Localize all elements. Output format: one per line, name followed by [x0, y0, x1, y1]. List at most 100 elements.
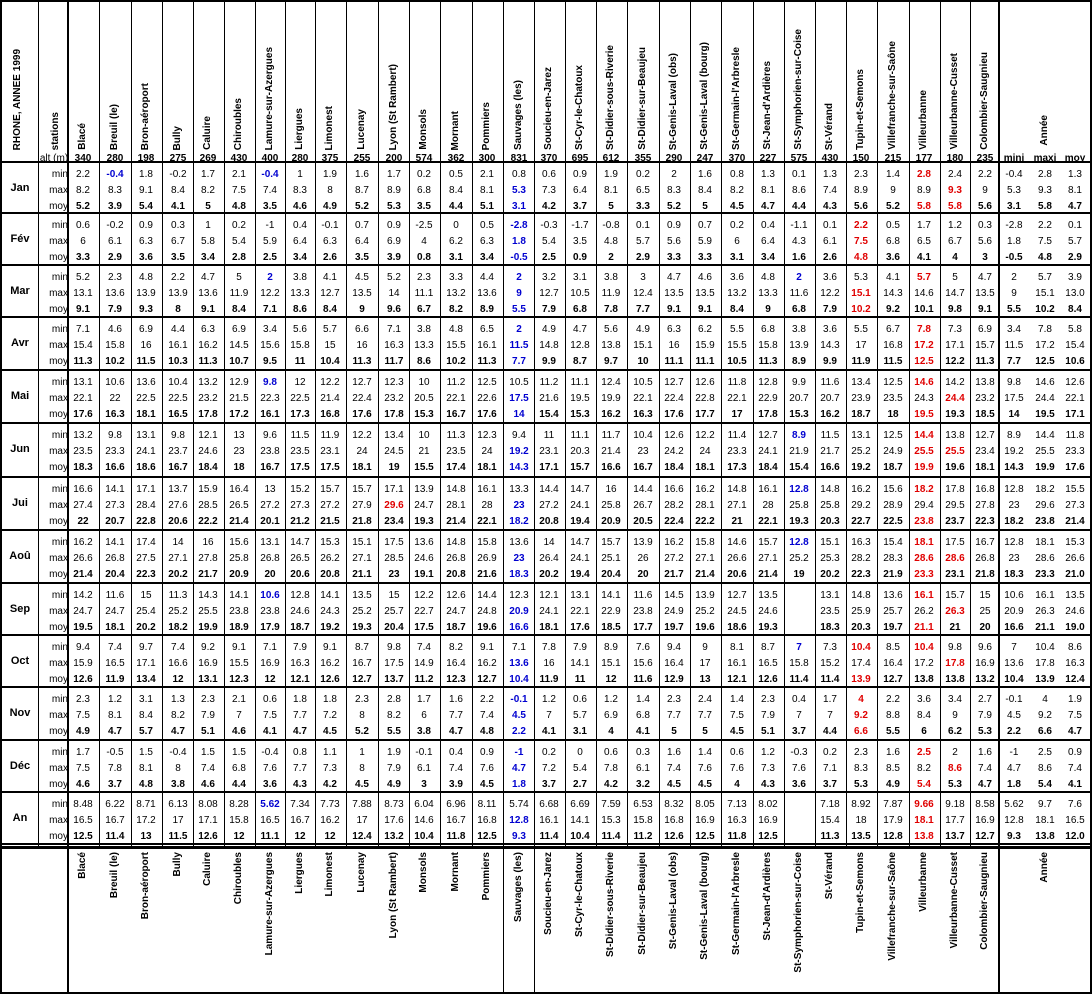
- data-cell: 7.4: [480, 710, 494, 721]
- station-footer: Pommiers: [475, 852, 499, 992]
- data-cell: 8.4: [232, 304, 246, 315]
- data-cell: 5: [236, 272, 242, 283]
- station-name: Monsols: [418, 109, 429, 150]
- data-cell: 16.8: [320, 409, 340, 420]
- data-cell: 17.6: [384, 815, 404, 826]
- data-cell: 5.6: [978, 236, 992, 247]
- data-cell: 2: [516, 272, 522, 283]
- station-footer-name: Villeurbanne: [918, 852, 929, 912]
- station-header: Villeurbanne-Cusset: [943, 6, 967, 150]
- annee-cell: 5.5: [1007, 304, 1021, 315]
- data-cell: 18: [855, 815, 867, 826]
- data-cell: 9.1: [201, 304, 215, 315]
- data-cell: 27.1: [758, 553, 778, 564]
- data-cell: 9: [702, 642, 708, 653]
- data-cell: 12: [294, 377, 306, 388]
- data-cell: 12.7: [975, 430, 995, 441]
- station-footer: Caluire: [196, 852, 220, 992]
- data-cell: 15.9: [198, 484, 218, 495]
- row-label-moy: moy: [49, 356, 68, 367]
- data-cell: 24.5: [384, 446, 404, 457]
- row-label-max: max: [49, 815, 68, 826]
- data-cell: 14.1: [105, 484, 125, 495]
- data-cell: 15.2: [290, 484, 310, 495]
- data-cell: 4.3: [761, 779, 775, 790]
- data-cell: 2.3: [854, 747, 868, 758]
- data-cell: 8.4: [698, 185, 712, 196]
- data-cell: 9.6: [387, 304, 401, 315]
- data-cell: 3.8: [417, 324, 431, 335]
- data-cell: 20.6: [168, 516, 188, 527]
- data-cell: 29.6: [384, 500, 404, 511]
- data-cell: 21.4: [446, 516, 466, 527]
- data-cell: 14.3: [883, 288, 903, 299]
- station-footer-name: Villefranche-sur-Saône: [887, 852, 898, 961]
- data-cell: 26.2: [320, 553, 340, 564]
- data-cell: 0.2: [823, 747, 837, 758]
- data-cell: 7.3: [761, 763, 775, 774]
- data-cell: 23.8: [633, 606, 653, 617]
- data-cell: 15.3: [414, 409, 434, 420]
- data-cell: 4.2: [323, 779, 337, 790]
- data-cell: 6.4: [293, 236, 307, 247]
- data-cell: 11.4: [539, 831, 559, 842]
- row-label-max: max: [49, 606, 68, 617]
- data-cell: 15.4: [73, 340, 93, 351]
- data-cell: 5.1: [761, 726, 775, 737]
- station-header: Caluire: [196, 6, 220, 150]
- data-cell: 13.7: [384, 674, 404, 685]
- data-cell: 4.7: [171, 726, 185, 737]
- annee-cell: 7.6: [1068, 799, 1082, 810]
- station-altitude: 280: [291, 153, 309, 164]
- annee-cell: 5.3: [1007, 185, 1021, 196]
- data-cell: 1.6: [886, 747, 900, 758]
- data-cell: 0.4: [792, 694, 806, 705]
- data-cell: 12.7: [320, 288, 340, 299]
- data-cell: 17.3: [290, 409, 310, 420]
- data-cell: 12.3: [477, 430, 497, 441]
- data-cell: 7: [796, 642, 802, 653]
- data-cell: 16.2: [320, 815, 340, 826]
- data-cell: 5.62: [260, 799, 280, 810]
- data-cell: 13.6: [883, 590, 903, 601]
- station-footer-name: Monsols: [418, 852, 429, 893]
- annee-cell: 17.8: [1035, 658, 1055, 669]
- data-cell: 6.8: [232, 763, 246, 774]
- row-label-max: max: [49, 288, 68, 299]
- data-cell: 12.7: [975, 831, 995, 842]
- data-cell: 4.5: [355, 272, 369, 283]
- data-cell: 28: [762, 500, 774, 511]
- data-cell: 5.9: [698, 236, 712, 247]
- station-footer: Lamure-sur-Azergues: [258, 852, 282, 992]
- data-cell: 9.3: [512, 831, 526, 842]
- annee-cell: 7.8: [1038, 324, 1052, 335]
- data-cell: 0.9: [573, 252, 587, 263]
- data-cell: 11.9: [105, 674, 125, 685]
- station-footer: Villefranche-sur-Saône: [881, 852, 905, 992]
- annee-footer: Année: [1033, 852, 1057, 992]
- grid-line-vertical: [503, 848, 504, 994]
- data-cell: 5: [702, 726, 708, 737]
- data-cell: 8: [175, 304, 181, 315]
- data-cell: 6.9: [604, 710, 618, 721]
- station-name: St-Didier-sous-Riverie: [605, 44, 616, 150]
- data-cell: 6.8: [417, 185, 431, 196]
- data-cell: 5.1: [201, 726, 215, 737]
- station-footer-name: Blacé: [77, 852, 88, 879]
- data-cell: 1.2: [108, 694, 122, 705]
- row-label-max: max: [49, 658, 68, 669]
- station-altitude: 355: [634, 153, 652, 164]
- data-cell: 21.1: [352, 569, 372, 580]
- data-cell: 11.1: [695, 356, 715, 367]
- station-altitude: 290: [665, 153, 683, 164]
- data-cell: 21: [949, 622, 961, 633]
- data-cell: 6.5: [636, 185, 650, 196]
- data-cell: 8.28: [229, 799, 249, 810]
- data-cell: 2.4: [948, 169, 962, 180]
- station-footer-name: Pommiers: [481, 852, 492, 901]
- data-cell: 22.7: [851, 516, 871, 527]
- annee-cell: 19.0: [1065, 622, 1085, 633]
- data-cell: 22.3: [136, 569, 156, 580]
- annee-cell: 8.4: [1068, 304, 1082, 315]
